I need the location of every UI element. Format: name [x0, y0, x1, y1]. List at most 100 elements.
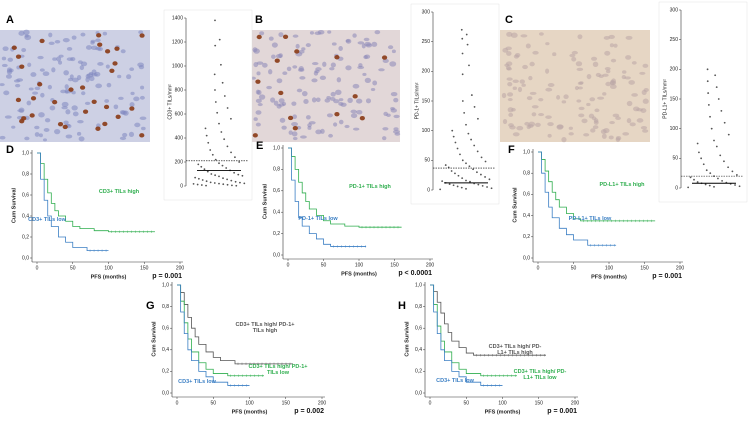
- dot: [696, 181, 699, 183]
- y-tick-label: 0,8: [273, 167, 280, 173]
- series-label-box: CD3+ TILs high/ PD-1+ TILs high: [236, 322, 295, 334]
- dot: [689, 176, 692, 179]
- cell-nucleus: [519, 79, 525, 84]
- stained-cell: [112, 61, 118, 66]
- cell-nucleus: [298, 49, 305, 54]
- cell-nucleus: [371, 41, 378, 47]
- cell-nucleus: [578, 113, 585, 118]
- y-tick-label: 300: [670, 7, 679, 13]
- cell-nucleus: [532, 50, 539, 55]
- stained-cell: [30, 96, 37, 101]
- cell-nucleus: [60, 89, 67, 94]
- cell-nucleus: [641, 89, 647, 96]
- dot: [452, 135, 455, 138]
- stained-cell: [102, 121, 108, 127]
- cell-nucleus: [54, 39, 61, 44]
- cell-nucleus: [84, 101, 91, 105]
- cell-nucleus: [77, 120, 84, 124]
- cell-nucleus: [292, 34, 299, 38]
- cell-nucleus: [311, 78, 318, 83]
- cell-nucleus: [364, 77, 371, 84]
- cell-nucleus: [538, 97, 544, 102]
- cell-nucleus: [636, 118, 644, 123]
- stained-cell: [139, 33, 145, 38]
- cell-nucleus: [281, 125, 287, 130]
- cell-nucleus: [621, 75, 626, 80]
- cell-nucleus: [330, 91, 336, 97]
- cell-nucleus: [4, 115, 12, 119]
- panel-label: H: [398, 300, 406, 312]
- y-axis-label: PD-1+ TILs/mm²: [414, 82, 420, 119]
- cell-nucleus: [43, 128, 50, 133]
- survival-curve: [177, 284, 293, 365]
- cell-nucleus: [2, 46, 9, 52]
- x-axis-label: PFS (months): [232, 409, 268, 415]
- dot: [441, 180, 444, 183]
- cell-nucleus: [295, 43, 300, 49]
- dot: [704, 183, 707, 186]
- x-tick-label: 150: [535, 400, 544, 406]
- cell-nucleus: [588, 113, 595, 119]
- cell-nucleus: [104, 99, 110, 103]
- y-axis-label: Cum Survival: [262, 183, 268, 219]
- stained-cell: [256, 34, 262, 40]
- panel-label: B: [255, 14, 263, 26]
- cell-nucleus: [629, 122, 636, 127]
- cell-nucleus: [622, 132, 630, 136]
- y-tick-label: 0,0: [273, 252, 280, 258]
- dot: [238, 161, 241, 163]
- cell-nucleus: [327, 30, 332, 34]
- cell-nucleus: [586, 102, 591, 107]
- dot: [486, 186, 488, 188]
- dot: [719, 154, 722, 157]
- cell-nucleus: [353, 127, 360, 131]
- plot-panel: [163, 9, 253, 201]
- series-label: CD3+ TILs high/ PD-L1+ TILs high: [488, 344, 542, 357]
- cell-nucleus: [508, 112, 514, 117]
- cell-nucleus: [139, 95, 145, 100]
- cell-nucleus: [71, 35, 77, 40]
- dot: [461, 52, 464, 55]
- cell-nucleus: [62, 37, 70, 43]
- cell-nucleus: [303, 98, 309, 105]
- dot: [705, 169, 708, 172]
- cell-nucleus: [301, 90, 308, 97]
- cell-nucleus: [117, 74, 122, 79]
- stained-cell: [62, 124, 68, 130]
- cell-nucleus: [581, 118, 588, 124]
- survival-curve: [538, 151, 656, 222]
- x-tick-label: 0: [287, 262, 290, 268]
- cell-nucleus: [591, 56, 598, 61]
- dot: [456, 185, 459, 188]
- cell-nucleus: [105, 64, 110, 69]
- cell-nucleus: [58, 60, 63, 65]
- cell-nucleus: [578, 106, 585, 111]
- dot: [218, 122, 220, 125]
- cell-nucleus: [67, 77, 74, 82]
- cell-nucleus: [626, 100, 633, 107]
- dot: [735, 174, 738, 176]
- dot: [205, 184, 207, 187]
- cell-nucleus: [106, 82, 112, 88]
- dot: [480, 156, 483, 159]
- cell-nucleus: [119, 136, 127, 141]
- cell-nucleus: [38, 112, 45, 118]
- cell-nucleus: [252, 47, 258, 53]
- dot: [207, 141, 210, 144]
- cell-nucleus: [28, 87, 34, 91]
- y-tick-label: 200: [422, 69, 431, 75]
- cell-nucleus: [5, 74, 12, 79]
- dot: [710, 127, 713, 130]
- panel-label: D: [6, 144, 14, 156]
- y-tick-label: 0: [675, 185, 678, 191]
- cell-nucleus: [72, 111, 79, 117]
- cell-nucleus: [602, 92, 607, 96]
- cell-nucleus: [64, 88, 69, 94]
- cell-nucleus: [357, 41, 365, 45]
- y-axis-label: Cum Survival: [151, 321, 157, 357]
- cell-nucleus: [3, 90, 10, 96]
- x-tick-label: 150: [390, 262, 399, 268]
- cell-nucleus: [370, 88, 376, 92]
- cell-nucleus: [601, 133, 607, 139]
- cell-nucleus: [529, 91, 537, 95]
